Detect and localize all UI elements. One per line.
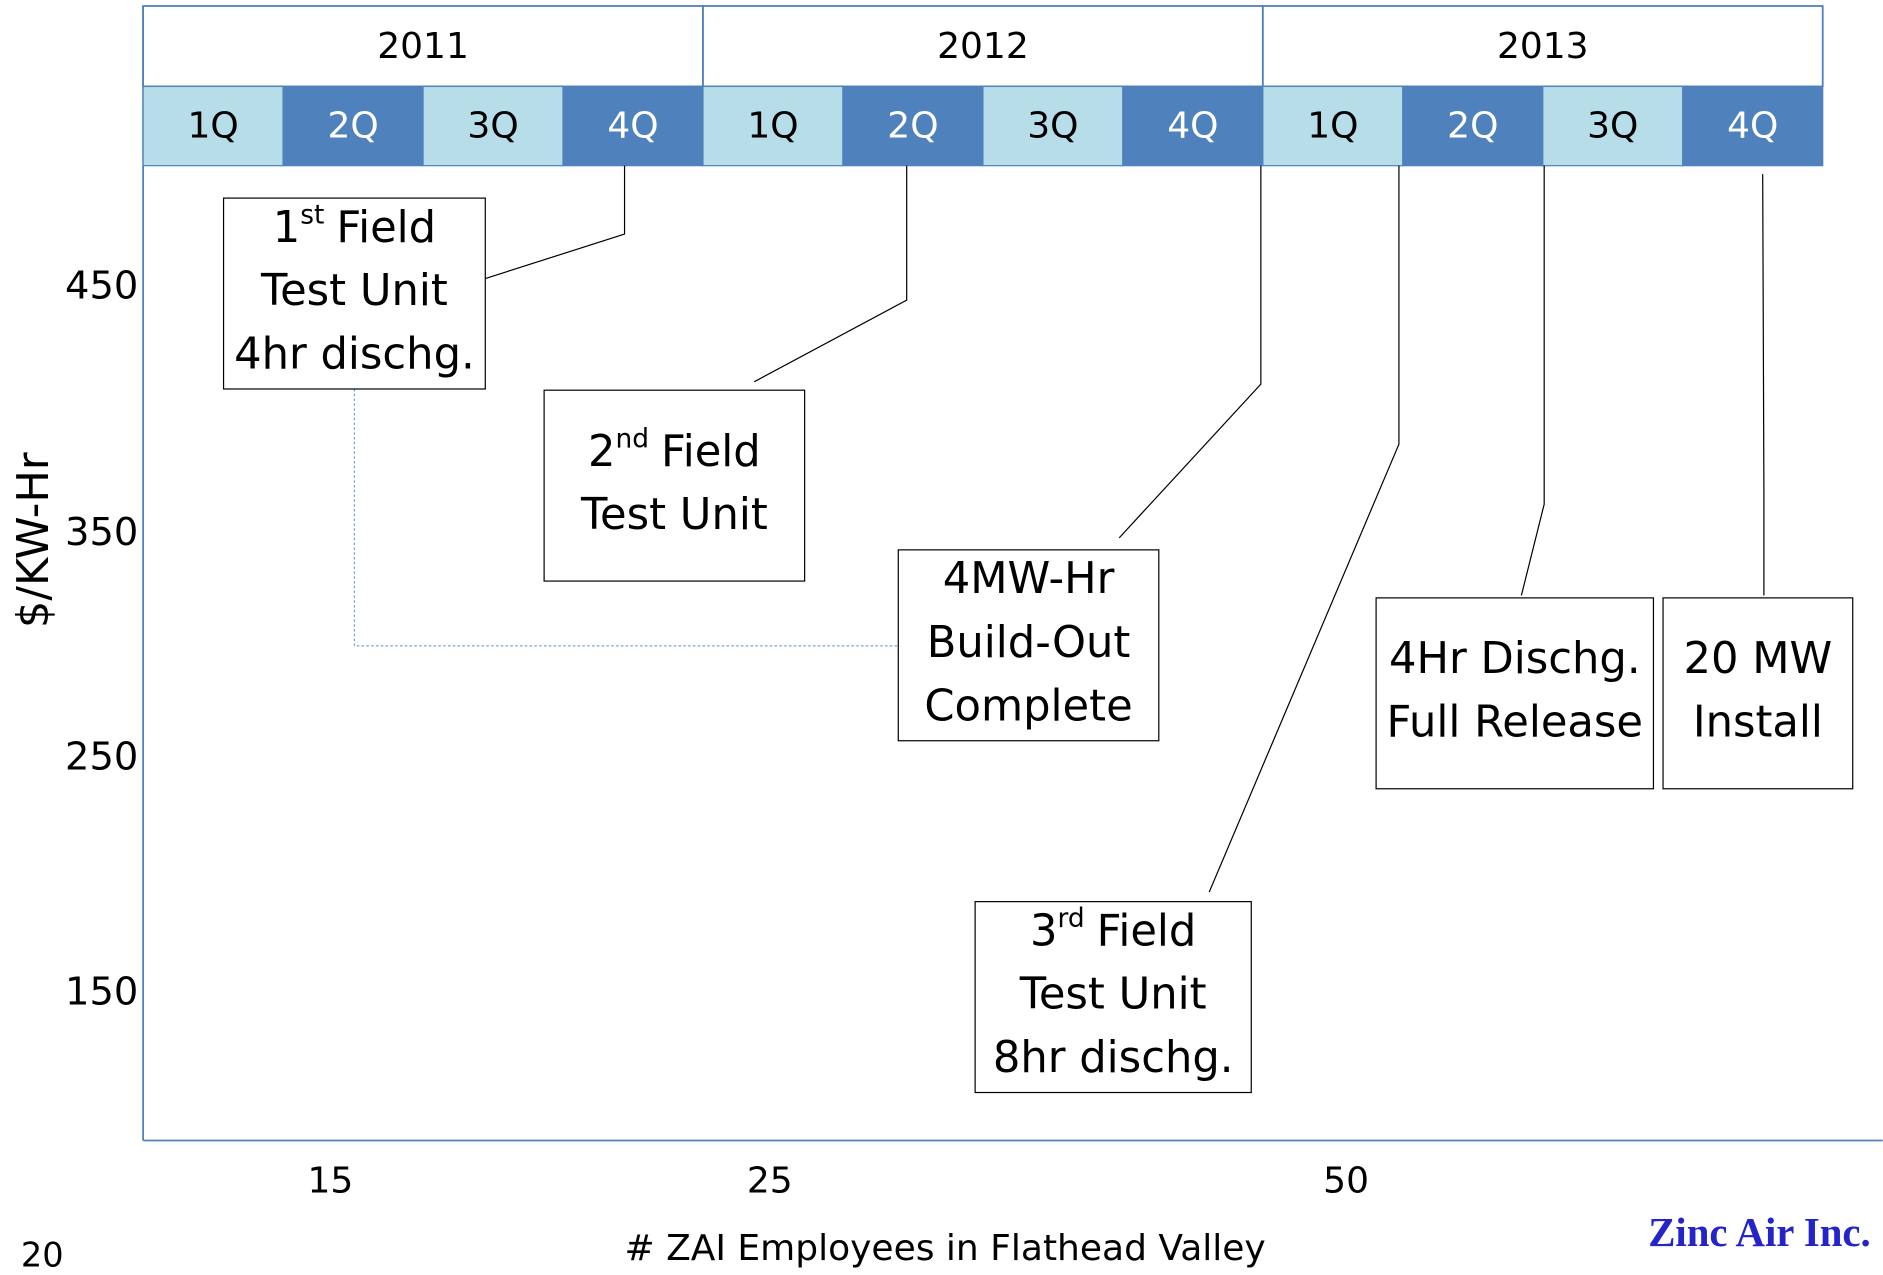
quarter-label: 2Q	[327, 105, 378, 146]
quarter-label: 3Q	[467, 105, 518, 146]
quarter-label: 2Q	[1447, 105, 1498, 146]
quarter-label: 3Q	[1027, 105, 1078, 146]
y-axis-label: $/KW-Hr	[9, 452, 59, 628]
milestone-text: 2nd Field	[588, 423, 761, 476]
x-tick: 50	[1323, 1161, 1369, 1202]
layout	[142, 6, 1883, 1142]
y-tick: 150	[65, 970, 138, 1015]
milestone-text: 20 MW	[1684, 634, 1833, 684]
year-label: 2013	[1497, 26, 1589, 67]
ordinal: 1	[273, 202, 301, 252]
year-cell	[142, 5, 704, 88]
milestone-text: 3rd Field	[1030, 903, 1196, 956]
quarter-label: 1Q	[1307, 105, 1358, 146]
quarter-label: 4Q	[607, 105, 658, 146]
milestone-text: 4hr dischg.	[234, 330, 475, 380]
quarter-label: 4Q	[1727, 105, 1778, 146]
quarter-cell	[562, 85, 704, 167]
milestone-text: 8hr dischg.	[993, 1033, 1234, 1083]
quarter-label: 1Q	[187, 105, 238, 146]
quarter-label: 3Q	[1587, 105, 1638, 146]
quarter-cell	[1262, 85, 1404, 167]
year-label: 2011	[377, 26, 469, 67]
milestone-box	[1662, 597, 1854, 790]
x-axis-label: # ZAI Employees in Flathead Valley	[624, 1228, 1265, 1269]
ordinal-suffix: nd	[615, 423, 649, 454]
ordinal-suffix: rd	[1057, 903, 1084, 934]
company-logo: Zinc Air Inc.	[1648, 1210, 1871, 1255]
quarter-cell	[1402, 85, 1544, 167]
milestone-text: Complete	[924, 681, 1132, 731]
quarter-cell	[702, 85, 844, 167]
quarter-label: 2Q	[887, 105, 938, 146]
milestone-line: Field	[336, 202, 436, 252]
year-cell	[702, 5, 1264, 88]
connector	[1762, 174, 1765, 596]
ordinal: 3	[1030, 906, 1058, 956]
milestone-text: 1st Field	[273, 199, 436, 252]
quarter-cell	[282, 85, 424, 167]
milestone-box	[897, 549, 1160, 742]
year-label: 2012	[937, 26, 1029, 67]
milestone-line: Field	[661, 426, 761, 476]
connector	[485, 165, 626, 280]
milestone-text: Test Unit	[580, 490, 768, 540]
milestone-text: 4Hr Dischg.	[1389, 634, 1641, 684]
connector	[1520, 165, 1545, 596]
connector	[1208, 165, 1400, 893]
quarter-cell	[1682, 85, 1824, 167]
connector	[753, 165, 908, 383]
ordinal: 2	[588, 426, 616, 476]
year-cell	[1261, 5, 1824, 88]
milestone-box	[1375, 597, 1655, 790]
x-start: 20	[21, 1235, 64, 1274]
y-tick: 250	[65, 734, 138, 779]
milestone-line: Field	[1097, 906, 1197, 956]
milestone-box	[543, 389, 806, 582]
dotted-connector	[353, 388, 899, 647]
ordinal-suffix: st	[300, 199, 324, 230]
milestone-text: Build-Out	[927, 618, 1131, 668]
milestone-text: Full Release	[1387, 698, 1644, 748]
milestone-text: Test Unit	[260, 266, 448, 316]
quarter-cell	[1542, 85, 1684, 167]
x-tick: 15	[308, 1161, 354, 1202]
milestone-text: 4MW-Hr	[943, 554, 1115, 604]
milestone-box	[974, 901, 1252, 1094]
milestone-text: Test Unit	[1019, 970, 1207, 1020]
quarter-cell	[422, 85, 564, 167]
milestone-text: Install	[1693, 698, 1823, 748]
quarter-cell	[142, 85, 284, 167]
milestone-box	[222, 197, 486, 390]
y-tick: 450	[65, 264, 138, 309]
quarter-label: 1Q	[747, 105, 798, 146]
connector	[1118, 165, 1262, 539]
x-tick: 25	[747, 1161, 793, 1202]
y-tick: 350	[65, 510, 138, 555]
quarter-label: 4Q	[1167, 105, 1218, 146]
quarter-cell	[1122, 85, 1264, 167]
